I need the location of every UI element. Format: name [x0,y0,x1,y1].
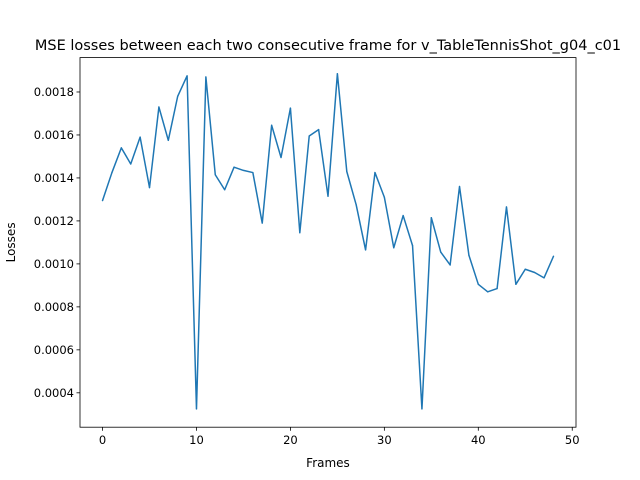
data-point [458,185,461,188]
data-point [336,73,338,75]
data-point [130,163,132,165]
data-point [364,249,367,251]
data-point [177,95,179,97]
data-point [402,214,404,217]
plot-layer [101,72,555,410]
x-tick-label: 40 [471,433,486,447]
data-point [308,135,310,137]
data-point [233,166,235,168]
x-axis-label: Frames [306,456,350,470]
axes-frame [79,57,577,428]
data-point [195,408,198,410]
series-line [101,72,555,410]
data-point [120,147,122,149]
x-tick-label: 10 [189,433,204,447]
data-point [524,268,526,270]
y-tick-label: 0.0006 [34,343,74,357]
data-point [411,245,414,247]
data-point [534,271,536,274]
data-point [261,222,263,224]
data-point [148,187,151,189]
data-point [111,171,113,174]
x-tick-label: 0 [99,433,106,447]
y-tick-label: 0.0010 [34,257,74,271]
data-point [468,254,470,256]
y-tick-label: 0.0004 [34,386,74,400]
y-tick-label: 0.0016 [34,128,74,142]
data-point [299,232,301,234]
data-point [186,75,188,77]
tick-layer: 0 10 20 30 40 50 0.0004 0.0006 0.0008 0.0010 0.001… [34,85,580,447]
y-axis-label: Losses [4,222,18,262]
data-point [449,264,451,266]
data-point [139,136,141,138]
x-tick-label: 30 [377,433,392,447]
data-point [318,128,320,131]
y-tick-label: 0.0018 [34,85,74,99]
data-point [374,171,376,174]
data-point [487,291,489,293]
data-point [214,174,216,176]
data-point [101,199,104,202]
data-point [440,251,442,253]
x-tick-label: 50 [565,433,580,447]
data-point [552,255,555,257]
y-tick-label: 0.0012 [34,214,74,228]
data-point [327,195,329,197]
data-point [505,206,508,208]
data-point [167,139,169,141]
data-point [355,204,357,206]
y-tick-label: 0.0008 [34,300,74,314]
data-point [496,288,498,290]
data-point [252,171,254,174]
data-point [383,196,385,198]
y-tick-label: 0.0014 [34,171,74,185]
data-point [242,169,245,172]
data-point [346,170,348,173]
data-point [158,106,160,108]
data-point [224,189,226,191]
x-tick-label: 20 [283,433,298,447]
data-point [421,408,423,410]
data-point [543,277,545,279]
data-point [280,156,282,159]
data-point [205,76,207,78]
data-point [289,107,292,109]
chart-title: MSE losses between each two consecutive … [35,38,621,54]
data-point [477,283,479,285]
data-point [393,247,395,249]
data-point [430,217,432,219]
data-point [515,283,517,285]
data-point [271,124,273,126]
